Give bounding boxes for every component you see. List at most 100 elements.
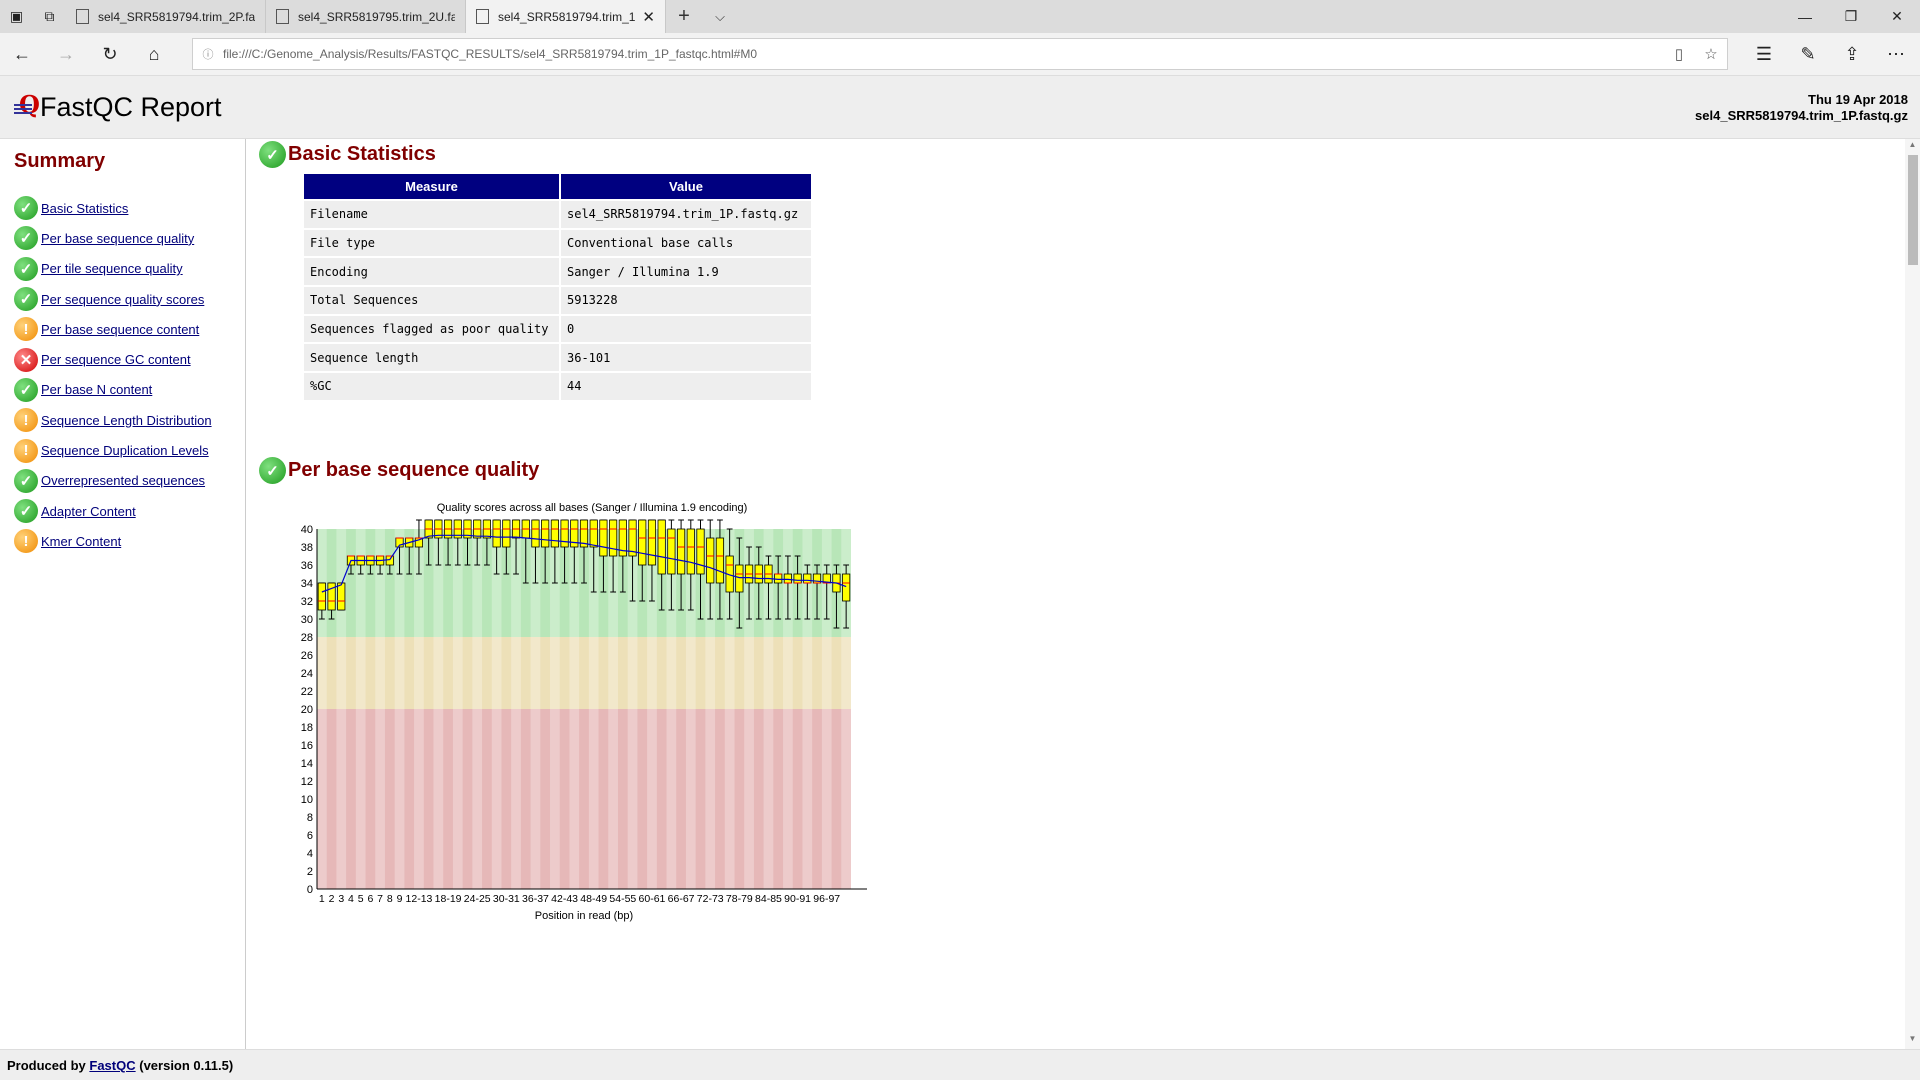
footer-fastqc-link[interactable]: FastQC xyxy=(89,1058,136,1073)
browser-tab-1[interactable]: sel4_SRR5819794.trim_2P.fa xyxy=(66,0,266,33)
y-tick-label: 26 xyxy=(301,650,313,662)
x-tick-label: 72-73 xyxy=(697,893,724,905)
summary-module-link[interactable]: Per base N content xyxy=(41,382,153,398)
address-url[interactable]: file:///C:/Genome_Analysis/Results/FASTQ… xyxy=(223,47,757,61)
column-stripe xyxy=(336,529,347,889)
value-cell: sel4_SRR5819794.trim_1P.fastq.gz xyxy=(559,199,813,230)
pass-icon: ✓ xyxy=(14,196,38,221)
column-stripe xyxy=(317,529,327,889)
column-stripe xyxy=(394,529,405,889)
x-tick-label: 3 xyxy=(338,893,344,905)
column-stripe xyxy=(763,529,774,889)
close-tab-icon[interactable]: ✕ xyxy=(642,8,655,26)
browser-tab-2[interactable]: sel4_SRR5819795.trim_2U.fa xyxy=(266,0,466,33)
footer-produced-by: Produced by xyxy=(7,1058,86,1073)
restore-icon[interactable]: ❐ xyxy=(1844,8,1858,24)
info-icon[interactable]: ⓘ xyxy=(202,49,214,61)
summary-module-link[interactable]: Sequence Duplication Levels xyxy=(41,443,209,459)
quality-box xyxy=(579,519,589,548)
module-list: ✓ Basic Statistics ✓ Per base sequence qual… xyxy=(14,193,212,557)
home-icon[interactable]: ⌂ xyxy=(148,44,160,64)
y-tick-label: 8 xyxy=(307,812,313,824)
column-stripe xyxy=(821,529,832,889)
column-stripe xyxy=(608,529,618,889)
quality-box xyxy=(774,573,783,584)
back-icon[interactable]: ← xyxy=(13,44,31,64)
fail-icon: ✕ xyxy=(14,347,38,372)
tab-set-aside-icon[interactable]: ▣ xyxy=(9,8,24,24)
y-tick-label: 2 xyxy=(307,866,313,878)
summary-module-item: ✓ Per tile sequence quality xyxy=(14,254,212,284)
pass-icon: ✓ xyxy=(14,377,38,402)
mean-line xyxy=(321,534,847,593)
x-tick-label: 9 xyxy=(397,893,403,905)
column-stripe xyxy=(744,529,754,889)
measure-cell: Filename xyxy=(302,199,561,230)
page-icon xyxy=(276,9,289,24)
measure-cell: Total Sequences xyxy=(302,285,561,316)
scroll-up-icon[interactable]: ▲ xyxy=(1908,140,1917,149)
more-icon[interactable]: ⋯ xyxy=(1887,44,1905,64)
page-scrollbar[interactable]: ▲ ▼ xyxy=(1905,139,1920,1049)
tab-list-chevron-icon[interactable]: ⌵ xyxy=(715,8,725,24)
pass-icon: ✓ xyxy=(14,226,38,251)
favorites-list-icon[interactable]: ☰ xyxy=(1755,44,1773,64)
summary-module-link[interactable]: Sequence Length Distribution xyxy=(41,412,212,428)
column-stripe xyxy=(530,529,541,889)
tab-label: sel4_SRR5819794.trim_2P.fa xyxy=(98,9,255,24)
address-bar[interactable]: ⓘ file:///C:/Genome_Analysis/Results/FAS… xyxy=(192,38,1728,70)
show-tabs-icon[interactable]: ⧉ xyxy=(44,8,55,24)
quality-box xyxy=(327,582,336,611)
summary-module-link[interactable]: Per sequence GC content xyxy=(41,352,191,368)
scroll-down-icon[interactable]: ▼ xyxy=(1908,1034,1917,1043)
quality-box xyxy=(803,573,812,584)
quality-box xyxy=(317,582,326,611)
x-tick-label: 2 xyxy=(329,893,335,905)
measure-cell: %GC xyxy=(302,371,561,402)
value-cell: 0 xyxy=(559,313,813,345)
y-tick-label: 24 xyxy=(301,668,313,680)
window-controls: — ❐ ✕ xyxy=(1782,0,1920,33)
column-stripe xyxy=(355,529,366,889)
summary-module-link[interactable]: Per base sequence quality xyxy=(41,230,195,246)
summary-module-link[interactable]: Overrepresented sequences xyxy=(41,473,206,489)
quality-box xyxy=(696,528,705,575)
new-tab-button[interactable]: + xyxy=(678,5,690,27)
quality-box xyxy=(492,519,501,548)
browser-tab-3-active[interactable]: sel4_SRR5819794.trim_1 ✕ xyxy=(466,0,666,33)
summary-module-item: ✓ Per sequence quality scores xyxy=(14,284,212,314)
summary-module-link[interactable]: Per sequence quality scores xyxy=(41,291,205,307)
quality-box xyxy=(609,519,618,557)
pass-icon: ✓ xyxy=(14,468,38,493)
quality-box xyxy=(657,519,666,575)
scroll-thumb[interactable] xyxy=(1908,155,1918,265)
summary-module-link[interactable]: Basic Statistics xyxy=(41,200,129,216)
y-tick-label: 0 xyxy=(307,884,313,896)
summary-module-link[interactable]: Per base sequence content xyxy=(41,321,200,337)
close-window-icon[interactable]: ✕ xyxy=(1891,8,1903,24)
pass-icon: ✓ xyxy=(14,256,38,281)
pen-icon[interactable]: ✎ xyxy=(1800,44,1816,64)
y-tick-label: 32 xyxy=(301,596,313,608)
summary-module-item: ✓ Per base sequence quality xyxy=(14,223,212,253)
x-tick-label: 8 xyxy=(387,893,393,905)
x-tick-label: 5 xyxy=(358,893,364,905)
minimize-icon[interactable]: — xyxy=(1798,8,1812,25)
summary-module-link[interactable]: Adapter Content xyxy=(41,503,136,519)
column-stripe xyxy=(414,529,424,889)
reading-view-icon[interactable]: ▯ xyxy=(1674,46,1684,63)
share-icon[interactable]: ⇪ xyxy=(1844,44,1860,64)
x-tick-label: 24-25 xyxy=(464,893,491,905)
x-tick-label: 96-97 xyxy=(813,893,840,905)
favorite-star-icon[interactable]: ☆ xyxy=(1704,46,1718,63)
column-stripe xyxy=(666,529,677,889)
summary-module-link[interactable]: Kmer Content xyxy=(41,533,122,549)
refresh-icon[interactable]: ↻ xyxy=(102,44,118,64)
report-footer: Produced by FastQC (version 0.11.5) xyxy=(0,1049,1920,1080)
forward-icon[interactable]: → xyxy=(57,44,75,64)
value-cell: 36-101 xyxy=(559,342,813,374)
quality-zone xyxy=(317,637,851,709)
summary-module-link[interactable]: Per tile sequence quality xyxy=(41,261,183,277)
summary-module-item: ✓ Basic Statistics xyxy=(14,193,212,223)
